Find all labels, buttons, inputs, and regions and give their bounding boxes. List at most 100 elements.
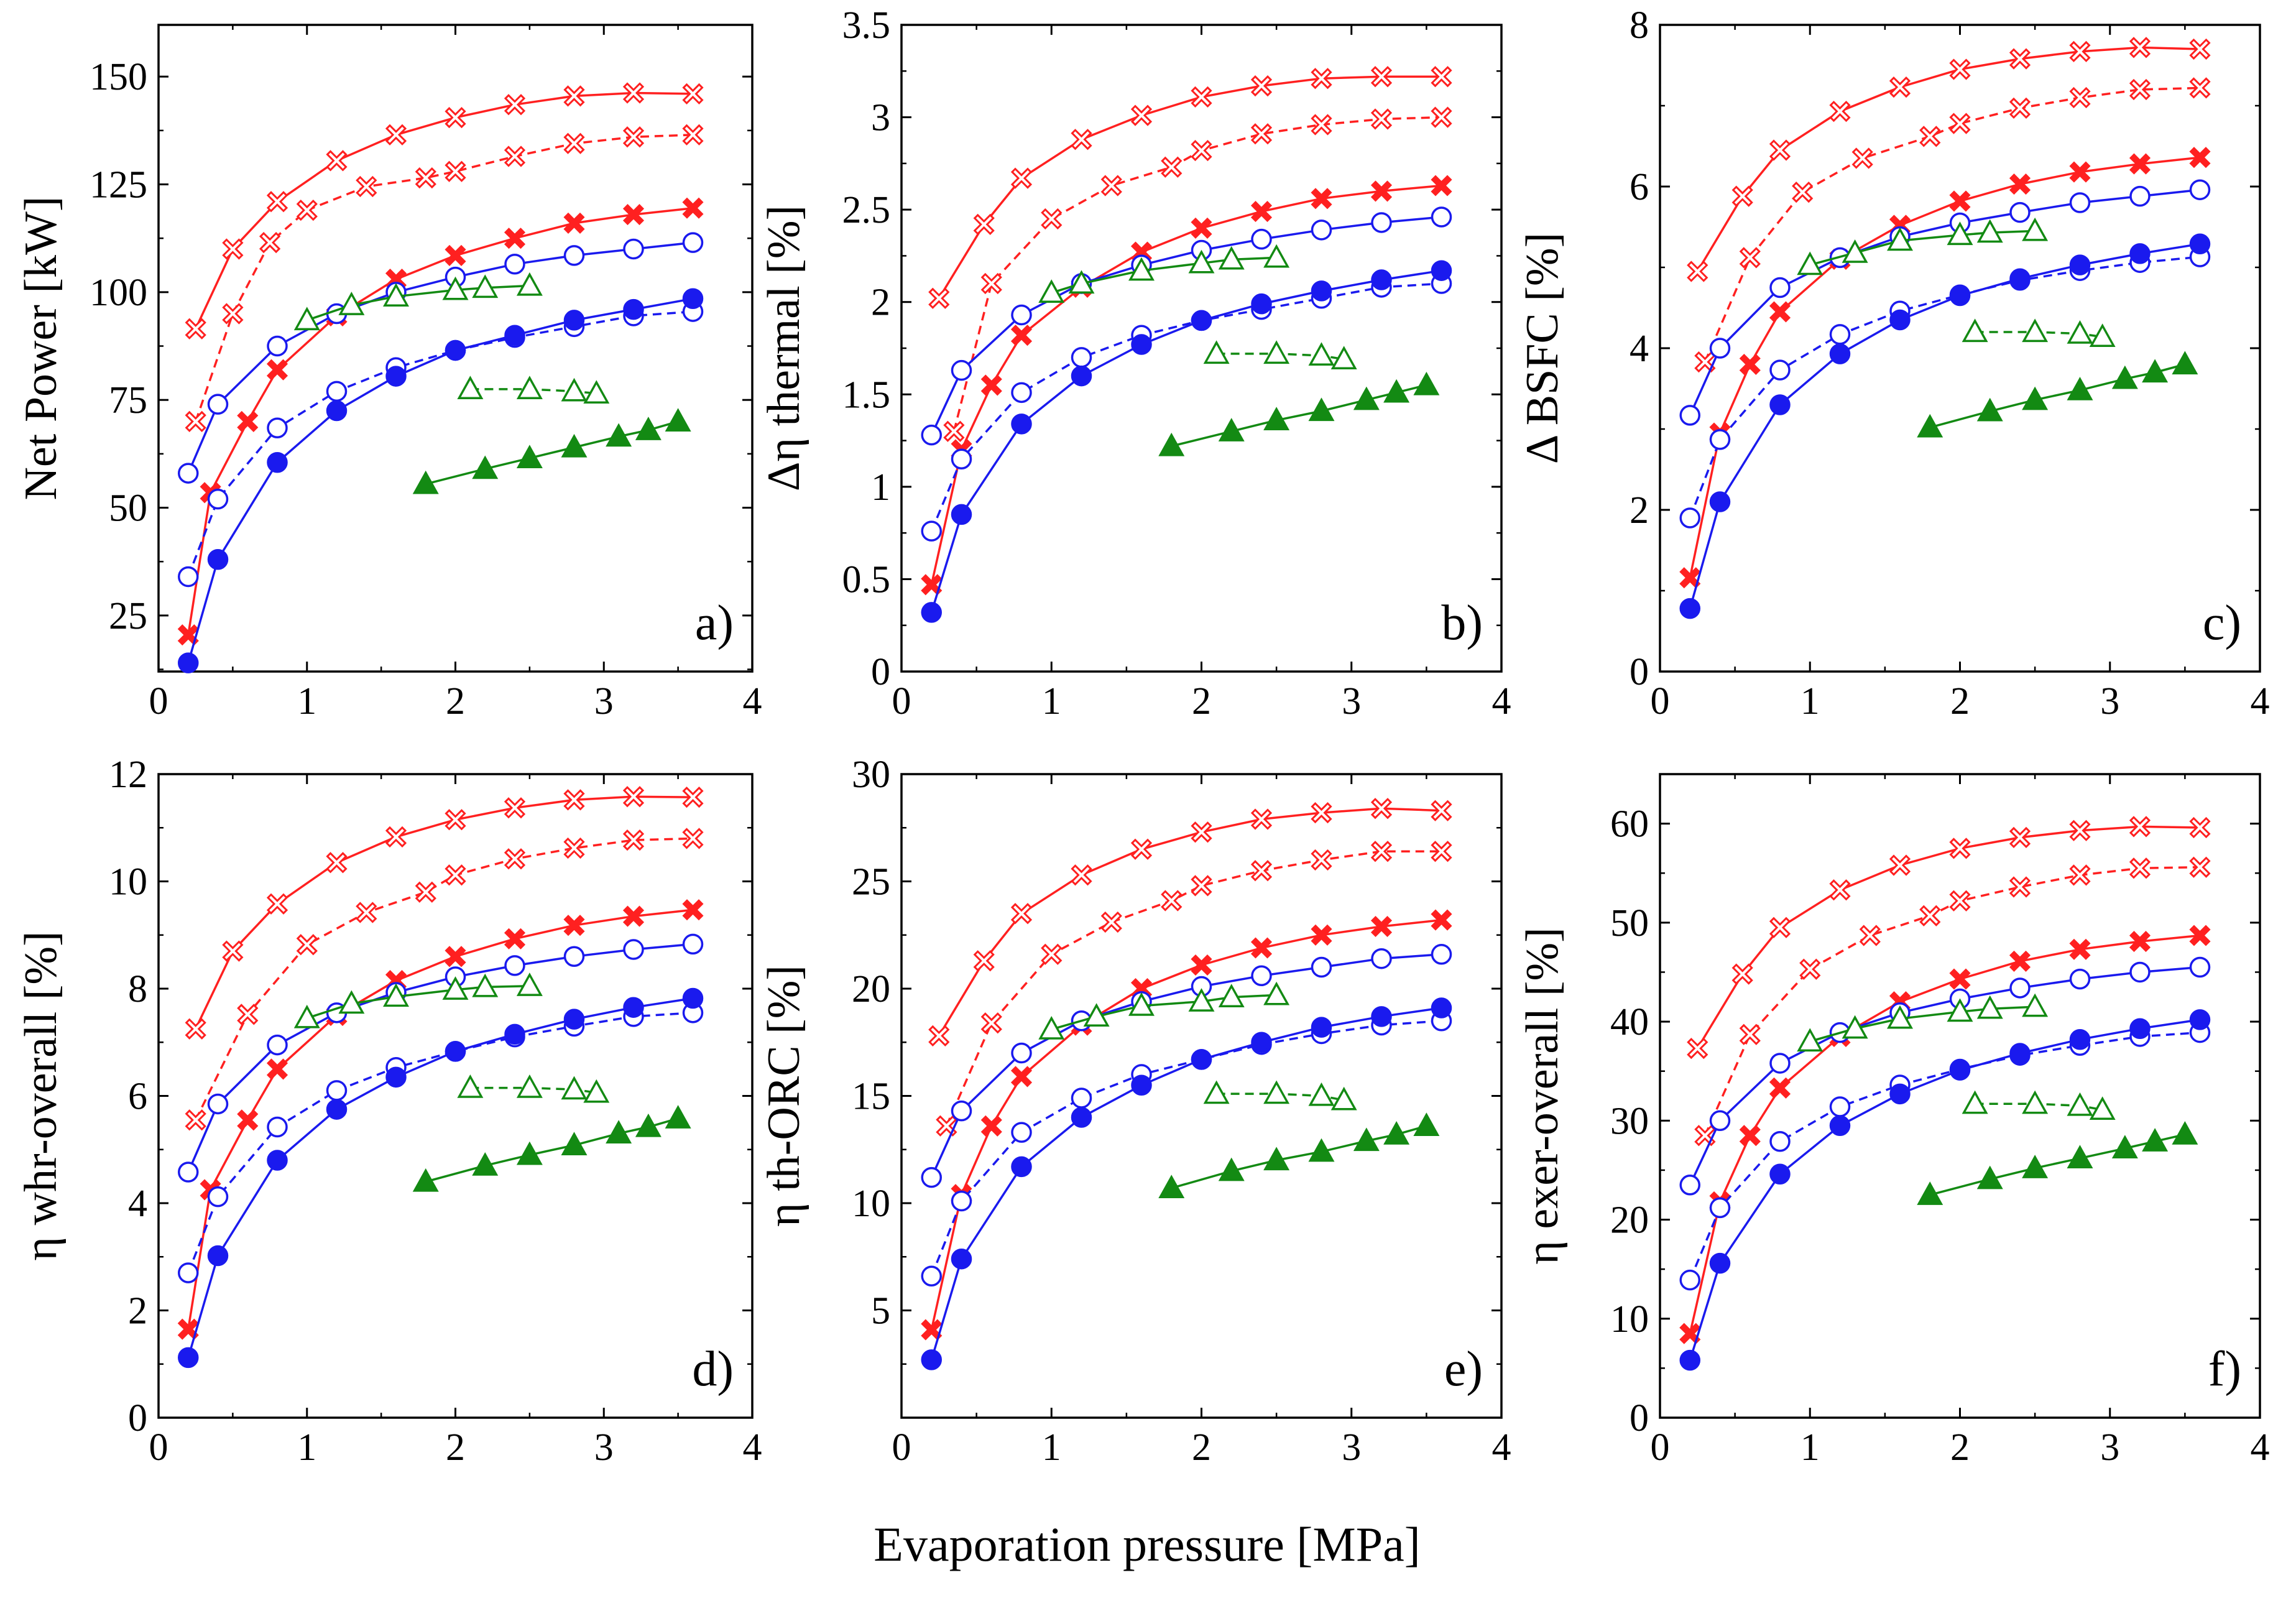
data-point: [1431, 944, 1452, 965]
data-point: [1829, 879, 1851, 901]
data-point: [2069, 161, 2091, 183]
data-point: [1250, 808, 1273, 830]
data-point: [445, 946, 466, 968]
data-point: [635, 417, 662, 440]
series-line: [470, 1086, 597, 1094]
data-point: [1100, 175, 1122, 196]
y-tick-label: 10: [1610, 1298, 1649, 1341]
data-point: [1353, 1127, 1380, 1152]
data-point: [1731, 185, 1753, 207]
y-tick-label: 25: [852, 861, 890, 903]
data-point: [1191, 954, 1212, 976]
data-point: [1694, 1125, 1716, 1147]
data-point: [1130, 838, 1153, 860]
data-point: [1071, 864, 1092, 886]
data-point: [2009, 826, 2031, 849]
x-tick-label: 3: [2100, 680, 2119, 723]
x-tick-label: 0: [149, 680, 168, 723]
data-point: [1687, 261, 1708, 282]
data-point: [1370, 798, 1393, 820]
data-point: [951, 1248, 972, 1270]
data-point: [1130, 104, 1153, 126]
data-point: [2189, 147, 2211, 169]
series-green-open-solid: [1797, 217, 2049, 275]
data-point: [1431, 841, 1452, 862]
data-point: [1250, 123, 1273, 145]
data-point: [1188, 988, 1215, 1012]
data-point: [1100, 911, 1122, 933]
data-point: [1976, 219, 2003, 243]
data-point: [1161, 890, 1183, 912]
x-axis-label: Evaporation pressure [MPa]: [874, 1517, 1420, 1571]
y-tick-label: 50: [1610, 902, 1649, 944]
data-point: [1383, 1120, 1410, 1145]
data-point: [2022, 1090, 2049, 1114]
data-point: [1887, 227, 1913, 251]
data-point: [682, 786, 704, 808]
data-point: [1679, 405, 1700, 426]
y-tick-label: 1.5: [842, 374, 891, 416]
data-point: [472, 455, 499, 479]
data-point: [1371, 269, 1392, 290]
data-point: [1161, 156, 1183, 178]
data-point: [2069, 86, 2091, 109]
data-point: [267, 1034, 288, 1056]
data-point: [682, 828, 704, 849]
series-green-open-solid: [293, 272, 543, 331]
series-blue-filled: [178, 288, 704, 673]
data-point: [2129, 931, 2151, 953]
data-point: [356, 902, 377, 923]
data-point: [682, 933, 704, 955]
data-point: [2069, 968, 2091, 990]
data-point: [1431, 260, 1452, 281]
data-point: [928, 1025, 950, 1047]
y-tick-label: 2: [871, 282, 890, 324]
data-point: [973, 950, 995, 972]
series-blue-open-dashed: [921, 273, 1452, 542]
series-green-open-dashed: [457, 1074, 610, 1103]
data-point: [921, 1265, 942, 1287]
data-point: [385, 826, 407, 848]
panel-label: a): [695, 596, 734, 650]
series-red-open-dashed: [943, 106, 1452, 442]
y-tick-label: 2: [128, 1290, 147, 1332]
data-point: [1694, 351, 1716, 373]
data-point: [2009, 201, 2031, 223]
data-point: [1251, 1032, 1272, 1053]
y-axis-label: η exer-overall [%]: [1517, 927, 1568, 1265]
data-point: [185, 1018, 206, 1040]
series-red-open-solid: [185, 82, 704, 339]
x-tick-label: 0: [1651, 1426, 1670, 1469]
data-point: [623, 238, 644, 260]
data-point: [1709, 338, 1731, 359]
data-point: [1188, 249, 1215, 274]
x-tick-label: 2: [1192, 680, 1211, 723]
data-point: [1353, 386, 1380, 410]
data-point: [1263, 1080, 1290, 1104]
x-tick-label: 2: [1192, 1426, 1211, 1469]
data-point: [267, 417, 288, 439]
data-point: [2022, 217, 2049, 241]
y-tick-label: 0: [128, 1397, 147, 1439]
data-point: [2022, 993, 2049, 1017]
data-point: [504, 325, 525, 346]
series-red-open-solid: [928, 66, 1452, 309]
data-point: [1709, 491, 1731, 512]
data-point: [1889, 309, 1911, 331]
y-tick-label: 25: [109, 595, 147, 637]
data-point: [2067, 320, 2093, 344]
data-point: [326, 852, 348, 874]
y-tick-label: 0.5: [842, 558, 891, 601]
series-green-open-dashed: [1203, 340, 1357, 369]
data-point: [1949, 58, 1971, 80]
data-point: [445, 339, 466, 361]
data-point: [442, 276, 469, 300]
data-point: [563, 132, 585, 154]
y-tick-label: 75: [109, 379, 147, 422]
data-point: [1887, 1005, 1913, 1029]
x-tick-label: 0: [892, 1426, 911, 1469]
data-point: [622, 204, 645, 226]
data-point: [623, 939, 644, 960]
data-point: [2189, 233, 2211, 255]
series-line: [187, 997, 693, 1358]
